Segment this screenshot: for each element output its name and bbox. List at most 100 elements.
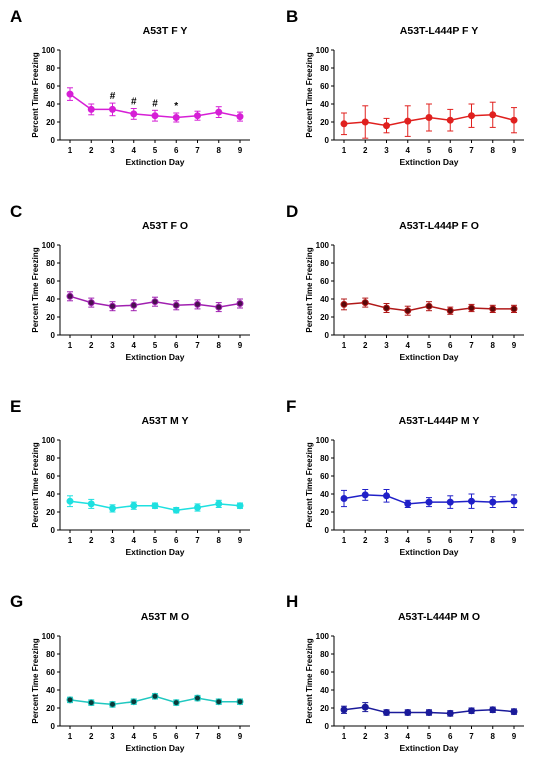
- x-tick-label: 8: [491, 341, 496, 350]
- x-tick-label: 4: [132, 536, 137, 545]
- x-tick-label: 1: [342, 146, 347, 155]
- x-tick-label: 7: [469, 341, 474, 350]
- y-tick-label: 40: [320, 490, 329, 499]
- x-tick-label: 9: [238, 341, 243, 350]
- x-axis-label: Extinction Day: [125, 547, 184, 557]
- data-point: [425, 114, 433, 121]
- x-axis-label: Extinction Day: [125, 157, 184, 167]
- data-point: [194, 504, 201, 511]
- panel-label: F: [286, 397, 296, 416]
- x-tick-label: 4: [406, 146, 411, 155]
- y-tick-label: 60: [46, 277, 55, 286]
- x-tick-label: 4: [132, 732, 137, 741]
- panel-e: E A53T M Y 0 20 40 60 80 100 1 2 3 4 5 6 7 8 9 Extinction…: [10, 397, 250, 557]
- data-point: [172, 114, 180, 121]
- chart-title: A53T-L444P M Y: [399, 415, 480, 427]
- x-tick-label: 5: [153, 341, 158, 350]
- y-tick-label: 100: [316, 436, 330, 445]
- y-axis-label: Percent Time Freezing: [305, 638, 314, 723]
- x-tick-label: 8: [217, 732, 222, 741]
- panel-label: B: [286, 7, 298, 26]
- y-tick-label: 60: [320, 277, 329, 286]
- data-point: [236, 113, 244, 121]
- y-tick-label: 100: [42, 241, 56, 250]
- x-tick-label: 9: [512, 536, 517, 545]
- x-tick-label: 8: [491, 536, 496, 545]
- data-point: [66, 497, 74, 505]
- panel-label: H: [286, 592, 298, 611]
- data-point: [425, 302, 433, 310]
- x-tick-label: 2: [363, 146, 368, 155]
- data-point: [510, 497, 518, 505]
- data-point: [404, 117, 412, 125]
- data-point: [489, 305, 497, 313]
- data-point: [194, 112, 201, 120]
- data-point: [109, 302, 116, 310]
- y-tick-label: 40: [320, 100, 329, 109]
- y-axis-label: Percent Time Freezing: [31, 638, 40, 723]
- data-point: [151, 298, 159, 306]
- y-axis-label: Percent Time Freezing: [31, 442, 40, 527]
- y-tick-label: 20: [46, 508, 55, 517]
- x-tick-label: 8: [491, 146, 496, 155]
- y-tick-label: 0: [325, 526, 330, 535]
- data-point: [425, 709, 433, 716]
- data-point: [510, 116, 518, 124]
- data-point: [236, 698, 244, 706]
- data-point: [340, 300, 348, 308]
- y-tick-label: 0: [51, 136, 56, 145]
- x-tick-label: 9: [238, 146, 243, 155]
- panel-g: G A53T M O 0 20 40 60 80 100 1 2 3 4 5 6 7 8 9 Extinction…: [10, 592, 250, 753]
- data-point: [236, 502, 244, 510]
- y-tick-label: 100: [316, 632, 330, 641]
- chart-title: A53T M O: [141, 611, 189, 623]
- y-tick-label: 100: [42, 46, 56, 55]
- data-point: [404, 709, 412, 716]
- x-tick-label: 6: [174, 732, 179, 741]
- y-tick-label: 20: [46, 118, 55, 127]
- x-tick-label: 4: [406, 732, 411, 741]
- data-point: [236, 300, 244, 307]
- x-tick-label: 7: [469, 146, 474, 155]
- x-axis-label: Extinction Day: [399, 547, 458, 557]
- x-tick-label: 3: [110, 341, 115, 350]
- data-point: [109, 504, 116, 512]
- y-tick-label: 0: [325, 722, 330, 731]
- data-point: [215, 108, 223, 116]
- y-tick-label: 20: [320, 118, 329, 127]
- x-tick-label: 1: [342, 341, 347, 350]
- x-tick-label: 1: [68, 732, 73, 741]
- x-tick-label: 9: [512, 146, 517, 155]
- data-point: [215, 303, 223, 311]
- x-tick-label: 5: [427, 341, 432, 350]
- y-tick-label: 80: [320, 259, 329, 268]
- data-point: [215, 698, 223, 706]
- data-point: [87, 500, 95, 508]
- data-point: [130, 698, 138, 706]
- y-tick-label: 20: [46, 704, 55, 713]
- x-tick-label: 7: [195, 146, 200, 155]
- significance-marker: #: [110, 91, 116, 102]
- x-tick-label: 6: [448, 732, 453, 741]
- panel-label: C: [10, 202, 22, 221]
- panel-h: H A53T-L444P M O 0 20 40 60 80 100 1 2 3 4 5 6 7 8 9 Exti…: [286, 592, 524, 753]
- data-point: [361, 491, 369, 499]
- data-point: [425, 498, 433, 506]
- y-tick-label: 0: [51, 722, 56, 731]
- panel-label: E: [10, 397, 21, 416]
- y-tick-label: 0: [325, 136, 330, 145]
- panel-c: C A53T F O 0 20 40 60 80 100 1 2 3 4 5 6 7 8 9 Extinction…: [10, 202, 250, 362]
- data-point: [446, 498, 454, 506]
- chart-title: A53T-L444P M O: [398, 611, 480, 623]
- data-point: [510, 305, 518, 313]
- x-tick-label: 3: [110, 732, 115, 741]
- data-point: [130, 110, 138, 118]
- y-axis-label: Percent Time Freezing: [305, 247, 314, 332]
- data-point: [66, 696, 74, 704]
- significance-marker: *: [174, 101, 178, 112]
- x-axis-label: Extinction Day: [125, 743, 184, 753]
- panel-label: D: [286, 202, 298, 221]
- x-tick-label: 8: [491, 732, 496, 741]
- data-point: [66, 90, 74, 98]
